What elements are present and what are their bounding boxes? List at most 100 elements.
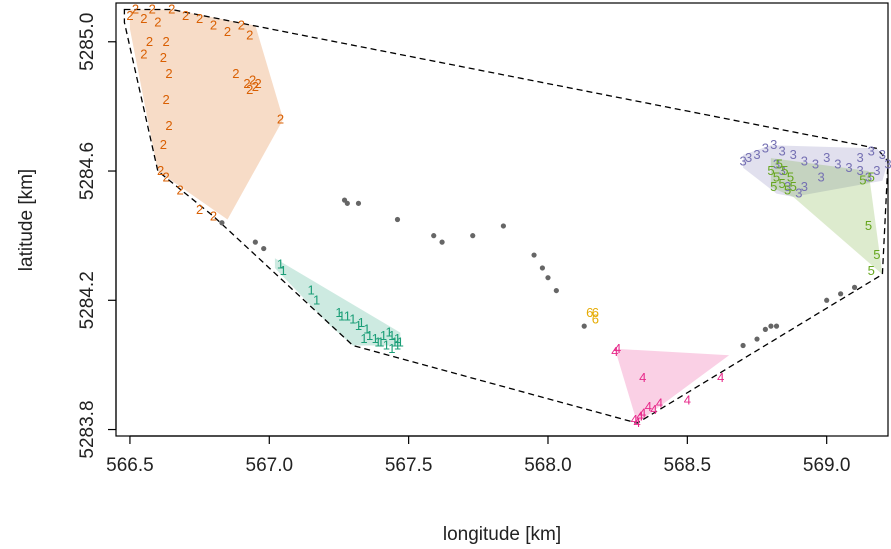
cluster-point-2: 2 — [126, 8, 133, 23]
cluster-hull-3 — [743, 145, 888, 197]
cluster-point-5: 5 — [865, 218, 872, 233]
y-tick-label: 5285.0 — [77, 13, 98, 71]
cluster-point-3: 3 — [884, 157, 891, 172]
unassigned-point — [754, 336, 760, 342]
cluster-point-1: 1 — [394, 331, 401, 346]
x-tick-label: 567.0 — [246, 455, 294, 476]
cluster-point-5: 5 — [787, 169, 794, 184]
y-tick-label: 5284.2 — [77, 271, 98, 329]
cluster-point-4: 4 — [639, 405, 646, 420]
cluster-point-5: 5 — [790, 179, 797, 194]
unassigned-point — [344, 200, 350, 206]
cluster-point-1: 1 — [366, 328, 373, 343]
cluster-point-1: 1 — [397, 334, 404, 349]
cluster-point-6: 6 — [592, 305, 599, 320]
cluster-point-3: 3 — [778, 163, 785, 178]
cluster-point-5: 5 — [781, 163, 788, 178]
unassigned-point — [553, 287, 559, 294]
unassigned-point — [824, 297, 830, 303]
cluster-point-6: 6 — [592, 312, 599, 327]
unassigned-point — [851, 284, 858, 290]
unassigned-point — [838, 291, 844, 297]
cluster-point-1: 1 — [386, 325, 393, 340]
cluster-point-1: 1 — [383, 338, 390, 353]
cluster-point-3: 3 — [873, 163, 880, 178]
cluster-point-3: 3 — [801, 179, 808, 194]
cluster-point-1: 1 — [360, 331, 367, 346]
unassigned-point — [545, 275, 551, 281]
cluster-point-3: 3 — [879, 147, 886, 162]
cluster-point-2: 2 — [243, 76, 250, 91]
cluster-point-3: 3 — [795, 186, 802, 201]
cluster-point-2: 2 — [165, 118, 172, 133]
cluster-point-3: 3 — [762, 140, 769, 155]
cluster-point-2: 2 — [160, 137, 167, 152]
x-tick-label: 569.0 — [803, 455, 851, 476]
cluster-point-1: 1 — [358, 315, 365, 330]
cluster-point-4: 4 — [639, 370, 646, 385]
cluster-point-3: 3 — [784, 179, 791, 194]
cluster-point-2: 2 — [168, 1, 175, 16]
cluster-point-1: 1 — [344, 308, 351, 323]
cluster-point-6: 6 — [586, 305, 593, 320]
cluster-point-2: 2 — [252, 79, 259, 94]
cluster-point-3: 3 — [753, 147, 760, 162]
cluster-point-3: 3 — [857, 163, 864, 178]
cluster-point-1: 1 — [349, 312, 356, 327]
cluster-point-5: 5 — [868, 169, 875, 184]
cluster-point-3: 3 — [823, 150, 830, 165]
unassigned-point — [219, 220, 225, 226]
cluster-point-2: 2 — [160, 50, 167, 65]
cluster-point-1: 1 — [374, 334, 381, 349]
cluster-point-3: 3 — [834, 157, 841, 172]
cluster-point-3: 3 — [812, 157, 819, 172]
x-tick-label: 566.5 — [106, 455, 154, 476]
cluster-point-4: 4 — [631, 412, 638, 427]
cluster-point-5: 5 — [784, 182, 791, 197]
cluster-point-5: 5 — [767, 163, 774, 178]
cluster-point-4: 4 — [634, 415, 641, 430]
y-axis-title: latitude [km] — [16, 169, 37, 271]
overall-hull-outline — [123, 8, 889, 424]
cluster-point-1: 1 — [377, 334, 384, 349]
cluster-point-2: 2 — [163, 92, 170, 107]
cluster-point-4: 4 — [611, 344, 618, 359]
cluster-point-1: 1 — [280, 263, 287, 278]
cluster-point-1: 1 — [394, 338, 401, 353]
cluster-point-4: 4 — [645, 399, 652, 414]
cluster-hull-2 — [129, 9, 284, 220]
cluster-point-2: 2 — [210, 208, 217, 223]
cluster-point-2: 2 — [149, 1, 156, 16]
cluster-point-4: 4 — [656, 396, 663, 411]
cluster-point-2: 2 — [246, 82, 253, 97]
cluster-point-2: 2 — [249, 73, 256, 88]
cluster-point-2: 2 — [210, 18, 217, 33]
cluster-point-5: 5 — [776, 157, 783, 172]
y-tick-label: 5283.8 — [77, 400, 98, 458]
cluster-point-2: 2 — [140, 11, 147, 26]
cluster-point-1: 1 — [380, 328, 387, 343]
cluster-point-5: 5 — [873, 247, 880, 262]
cluster-point-5: 5 — [868, 263, 875, 278]
cluster-point-2: 2 — [238, 18, 245, 33]
cluster-point-1: 1 — [277, 257, 284, 272]
cluster-point-3: 3 — [773, 157, 780, 172]
cluster-point-2: 2 — [163, 34, 170, 49]
x-tick-label: 568.5 — [664, 455, 712, 476]
cluster-point-1: 1 — [313, 292, 320, 307]
cluster-point-3: 3 — [868, 144, 875, 159]
cluster-hull-4 — [614, 348, 730, 424]
unassigned-point — [252, 239, 258, 245]
cluster-point-2: 2 — [146, 34, 153, 49]
cluster-point-1: 1 — [388, 328, 395, 343]
x-tick-label: 567.5 — [385, 455, 433, 476]
cluster-point-5: 5 — [778, 176, 785, 191]
y-axis: 5283.8 5284.2 5284.6 5285.0 — [77, 13, 117, 459]
cluster-point-1: 1 — [307, 283, 314, 298]
cluster-hull-5 — [770, 158, 883, 275]
cluster-point-1: 1 — [388, 341, 395, 356]
cluster-point-3: 3 — [770, 137, 777, 152]
cluster-point-2: 2 — [163, 169, 170, 184]
